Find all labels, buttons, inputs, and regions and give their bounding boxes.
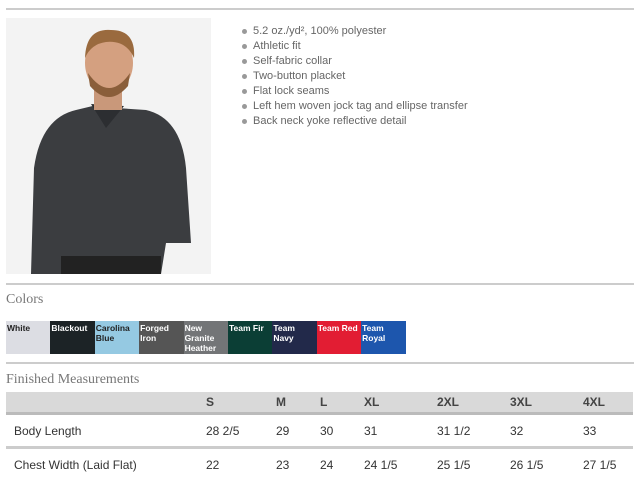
cell: 28 2/5 — [205, 414, 275, 448]
feature-item: Athletic fit — [241, 39, 468, 54]
row-label: Body Length — [6, 414, 205, 448]
polo-model-image — [6, 18, 211, 274]
divider — [6, 362, 634, 364]
cell: 31 1/2 — [436, 414, 509, 448]
header-cell: L — [319, 392, 363, 414]
cell: 24 — [319, 448, 363, 480]
header-cell: M — [275, 392, 319, 414]
cell: 30 — [319, 414, 363, 448]
cell: 27 1/5 — [582, 448, 633, 480]
measurements-heading: Finished Measurements — [6, 372, 139, 388]
color-swatch[interactable]: Team Fir — [228, 321, 272, 354]
colors-heading: Colors — [6, 292, 43, 308]
cell: 33 — [582, 414, 633, 448]
color-swatch[interactable]: White — [6, 321, 50, 354]
header-cell: 2XL — [436, 392, 509, 414]
top-divider — [6, 8, 634, 10]
cell: 31 — [363, 414, 436, 448]
header-cell: XL — [363, 392, 436, 414]
cell: 32 — [509, 414, 582, 448]
color-swatch[interactable]: Forged Iron — [139, 321, 183, 354]
feature-item: 5.2 oz./yd², 100% polyester — [241, 24, 468, 39]
cell: 29 — [275, 414, 319, 448]
cell: 22 — [205, 448, 275, 480]
header-cell — [6, 392, 205, 414]
feature-item: Self-fabric collar — [241, 54, 468, 69]
table-header-row: S M L XL 2XL 3XL 4XL — [6, 392, 633, 414]
color-swatch[interactable]: New Granite Heather — [184, 321, 228, 354]
feature-item: Two-button placket — [241, 69, 468, 84]
cell: 24 1/5 — [363, 448, 436, 480]
measurements-table: S M L XL 2XL 3XL 4XL Body Length 28 2/5 … — [6, 392, 633, 480]
cell: 23 — [275, 448, 319, 480]
feature-item: Back neck yoke reflective detail — [241, 114, 468, 129]
cell: 25 1/5 — [436, 448, 509, 480]
cell: 26 1/5 — [509, 448, 582, 480]
header-cell: 4XL — [582, 392, 633, 414]
table-row: Chest Width (Laid Flat) 22 23 24 24 1/5 … — [6, 448, 633, 480]
row-label: Chest Width (Laid Flat) — [6, 448, 205, 480]
color-swatch[interactable]: Team Royal — [361, 321, 405, 354]
color-swatch[interactable]: Team Navy — [272, 321, 316, 354]
header-cell: S — [205, 392, 275, 414]
table-row: Body Length 28 2/5 29 30 31 31 1/2 32 33 — [6, 414, 633, 448]
product-image — [6, 18, 211, 274]
feature-item: Left hem woven jock tag and ellipse tran… — [241, 99, 468, 114]
color-swatch[interactable]: Carolina Blue — [95, 321, 139, 354]
feature-item: Flat lock seams — [241, 84, 468, 99]
color-swatch[interactable]: Blackout — [50, 321, 94, 354]
header-cell: 3XL — [509, 392, 582, 414]
divider — [6, 283, 634, 285]
feature-list: 5.2 oz./yd², 100% polyester Athletic fit… — [241, 24, 468, 129]
color-swatch[interactable]: Team Red — [317, 321, 361, 354]
